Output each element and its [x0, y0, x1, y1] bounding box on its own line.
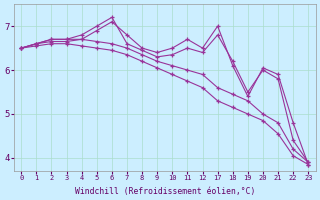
X-axis label: Windchill (Refroidissement éolien,°C): Windchill (Refroidissement éolien,°C) [75, 187, 255, 196]
